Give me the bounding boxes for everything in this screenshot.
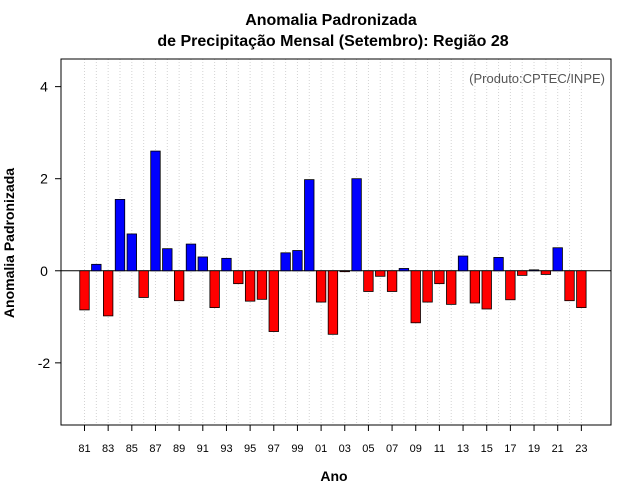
x-tick-label: 93	[220, 443, 232, 455]
bar-2020	[540, 270, 552, 275]
x-tick-label: 81	[78, 443, 90, 455]
bar-2006	[375, 270, 386, 277]
x-tick-label: 21	[552, 443, 564, 455]
bar-2019	[528, 269, 540, 272]
bar-1983	[103, 270, 114, 317]
bar-2008	[398, 268, 410, 272]
bar-2004	[351, 178, 362, 272]
x-tick-label: 07	[386, 443, 398, 455]
chart-subtitle: de Precipitação Mensal (Setembro): Regiã…	[157, 33, 508, 50]
x-tick-label: 01	[315, 443, 327, 455]
x-tick-label: 05	[362, 443, 374, 455]
x-axis-title: Ano	[320, 468, 347, 484]
x-tick-label: 19	[528, 443, 540, 455]
bar-1985	[126, 233, 137, 272]
bar-2009	[410, 270, 421, 324]
bar-1991	[197, 256, 208, 272]
x-tick-label: 97	[268, 443, 280, 455]
x-tick-label: 85	[126, 443, 138, 455]
x-tick-label: 03	[339, 443, 351, 455]
bar-2003	[339, 270, 350, 273]
bar-1993	[221, 257, 232, 272]
bar-1988	[162, 248, 173, 272]
bar-2014	[469, 270, 481, 304]
x-tick-label: 83	[102, 443, 114, 455]
bar-1981	[79, 270, 90, 311]
bars	[79, 150, 587, 335]
bar-2018	[517, 270, 528, 276]
bar-2015	[481, 270, 492, 310]
x-tick-label: 89	[173, 443, 185, 455]
y-tick-label: 0	[40, 263, 48, 279]
bar-1982	[91, 263, 102, 272]
y-tick-label: 2	[40, 171, 48, 187]
bar-1986	[138, 270, 149, 298]
x-tick-label: 13	[457, 443, 469, 455]
credit-label: (Produto:CPTEC/INPE)	[469, 71, 605, 86]
bar-2012	[446, 270, 457, 305]
bar-2000	[304, 179, 315, 272]
bar-1998	[280, 252, 291, 272]
x-tick-label: 91	[197, 443, 209, 455]
x-tick-label: 11	[434, 443, 445, 455]
bar-2005	[363, 270, 374, 292]
bar-1984	[114, 199, 126, 272]
bar-2011	[434, 270, 445, 285]
chart-title: Anomalia Padronizada	[245, 12, 417, 29]
bar-1990	[185, 243, 197, 272]
bar-1999	[292, 250, 303, 272]
bar-2016	[493, 257, 504, 272]
plot-frame	[60, 58, 612, 426]
bar-1987	[150, 150, 161, 272]
bar-2017	[505, 270, 516, 301]
bar-2022	[564, 270, 575, 302]
x-axis: 81 83 85 87 89 91 93 95 97 99 01 03 05 07 09 11 13 15 17 19…	[78, 425, 587, 455]
bar-1994	[233, 270, 244, 285]
bar-2010	[422, 270, 433, 303]
y-axis-title: Anomalia Padronizada	[1, 168, 17, 318]
bar-1995	[244, 270, 256, 302]
x-tick-label: 15	[481, 443, 493, 455]
x-tick-label: 17	[504, 443, 516, 455]
y-tick-label: -2	[38, 355, 51, 371]
bar-2007	[386, 270, 398, 292]
y-tick-label: 4	[40, 79, 48, 95]
grid-lines	[84, 59, 582, 425]
bar-2021	[552, 247, 563, 272]
x-tick-label: 99	[291, 443, 303, 455]
bar-1989	[173, 270, 185, 302]
bar-2013	[457, 255, 469, 272]
x-tick-label: 95	[244, 443, 256, 455]
bar-1997	[268, 270, 279, 332]
bar-2023	[576, 270, 587, 309]
x-tick-label: 23	[575, 443, 587, 455]
bar-1996	[256, 270, 268, 300]
bar-1992	[209, 270, 220, 309]
y-axis: -2 0 2 4	[38, 79, 61, 371]
bar-2002	[327, 270, 339, 335]
x-tick-label: 09	[410, 443, 422, 455]
x-tick-label: 87	[149, 443, 161, 455]
bar-2001	[315, 270, 327, 303]
